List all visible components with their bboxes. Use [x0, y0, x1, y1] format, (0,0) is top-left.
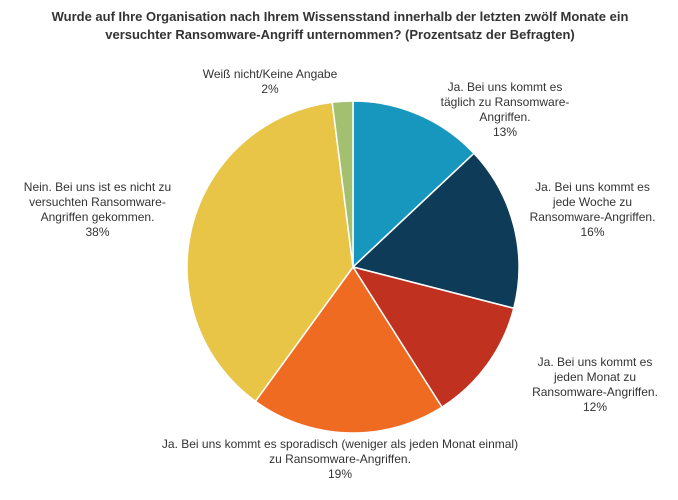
- pie-slice: [351, 152, 520, 310]
- value-label: 38%: [85, 225, 110, 239]
- category-label: Ja. Bei uns kommt es jede Woche zu Ranso…: [529, 180, 656, 224]
- value-label: 13%: [492, 125, 518, 139]
- slice-label: Weiß nicht/Keine Angabe 2%: [195, 67, 345, 97]
- pie-slice: [351, 265, 515, 409]
- pie-slice: [254, 265, 443, 434]
- slice-label: Ja. Bei uns kommt es sporadisch (weniger…: [160, 437, 520, 482]
- pie-slice: [352, 100, 476, 269]
- slice-label: Ja. Bei uns kommt es jede Woche zu Ranso…: [525, 180, 660, 240]
- category-label: Weiß nicht/Keine Angabe: [202, 67, 338, 81]
- category-label: Nein. Bei uns ist es nicht zu versuchten…: [23, 180, 172, 224]
- value-label: 12%: [582, 400, 608, 414]
- category-label: Ja. Bei uns kommt es sporadisch (weniger…: [161, 437, 519, 466]
- value-label: 19%: [327, 467, 353, 481]
- slice-label: Ja. Bei uns kommt es jeden Monat zu Rans…: [525, 355, 665, 415]
- pie-slice: [331, 100, 354, 268]
- category-label: Ja. Bei uns kommt es täglich zu Ransomwa…: [440, 80, 570, 124]
- chart-title: Wurde auf Ihre Organisation nach Ihrem W…: [51, 9, 629, 42]
- value-label: 16%: [580, 225, 605, 239]
- value-label: 2%: [261, 82, 279, 96]
- slice-label: Nein. Bei uns ist es nicht zu versuchten…: [10, 180, 185, 240]
- category-label: Ja. Bei uns kommt es jeden Monat zu Rans…: [532, 355, 658, 399]
- slice-label: Ja. Bei uns kommt es täglich zu Ransomwa…: [435, 80, 575, 140]
- pie-slice: [186, 101, 354, 403]
